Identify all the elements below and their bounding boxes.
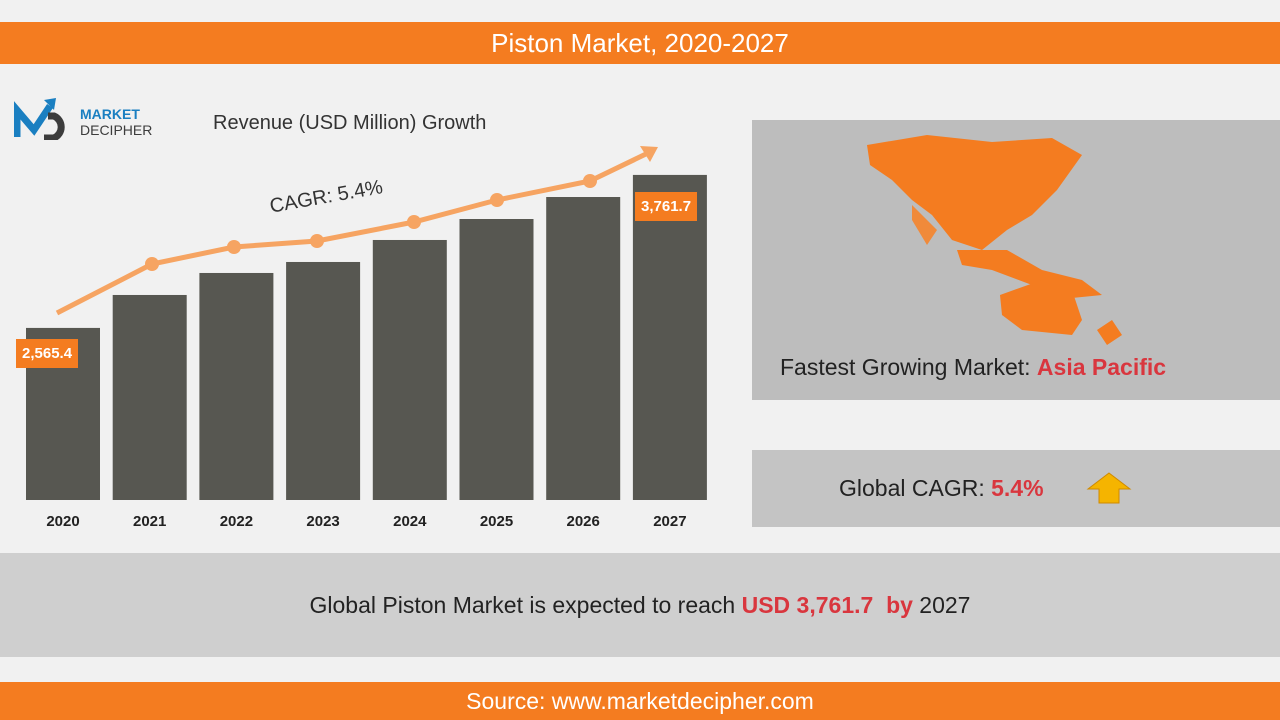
cagr-value: 5.4% — [991, 475, 1044, 501]
bar-chart — [26, 146, 707, 501]
logo-line2: DECIPHER — [80, 122, 153, 138]
trend-point — [583, 174, 597, 188]
cagr-label: Global CAGR: — [839, 475, 992, 501]
trend-point — [145, 257, 159, 271]
up-arrow-icon — [1086, 472, 1132, 504]
asia-pacific-map — [867, 135, 1122, 345]
x-tick-2027: 2027 — [653, 513, 687, 530]
bar-2023 — [286, 261, 361, 500]
trend-point — [490, 193, 504, 207]
x-tick-2020: 2020 — [46, 513, 80, 530]
summary-value: USD 3,761.7 by — [741, 592, 913, 618]
data-label-2020: 2,565.4 — [16, 339, 79, 368]
logo: MARKET DECIPHER — [13, 92, 152, 145]
trend-line — [55, 150, 650, 316]
logo-mark-icon — [13, 98, 65, 142]
bar-2021 — [112, 294, 187, 500]
map-label: Fastest Growing Market: — [780, 354, 1037, 380]
summary-suffix: 2027 — [912, 592, 971, 618]
bar-2024 — [372, 239, 447, 500]
logo-line1: MARKET — [80, 106, 140, 122]
chart-title: Revenue (USD Million) Growth — [213, 112, 487, 134]
map-region: Asia Pacific — [1036, 354, 1167, 380]
trend-arrowhead-icon — [640, 146, 658, 162]
x-tick-2025: 2025 — [479, 513, 514, 530]
summary-prefix: Global Piston Market is expected to reac… — [309, 592, 742, 618]
bar-2022 — [199, 272, 274, 500]
x-tick-2022: 2022 — [219, 513, 254, 530]
data-label-2027: 3,761.7 — [635, 192, 698, 221]
trend-point — [407, 215, 421, 229]
source-footer: Source: www.marketdecipher.com — [0, 682, 1280, 720]
bar-2025 — [459, 219, 534, 500]
map-panel: Fastest Growing Market: Asia Pacific — [752, 120, 1280, 400]
bar-2027 — [632, 174, 707, 500]
summary-band: Global Piston Market is expected to reac… — [0, 553, 1280, 657]
x-tick-2024: 2024 — [393, 513, 427, 530]
trend-point — [227, 240, 241, 254]
page-title: Piston Market, 2020-2027 — [0, 22, 1280, 64]
x-tick-2021: 2021 — [133, 513, 167, 530]
bar-2026 — [546, 197, 621, 501]
x-tick-2026: 2026 — [566, 513, 600, 530]
x-tick-2023: 2023 — [306, 513, 340, 530]
trend-point — [310, 234, 324, 248]
cagr-panel: Global CAGR: 5.4% — [752, 450, 1280, 527]
